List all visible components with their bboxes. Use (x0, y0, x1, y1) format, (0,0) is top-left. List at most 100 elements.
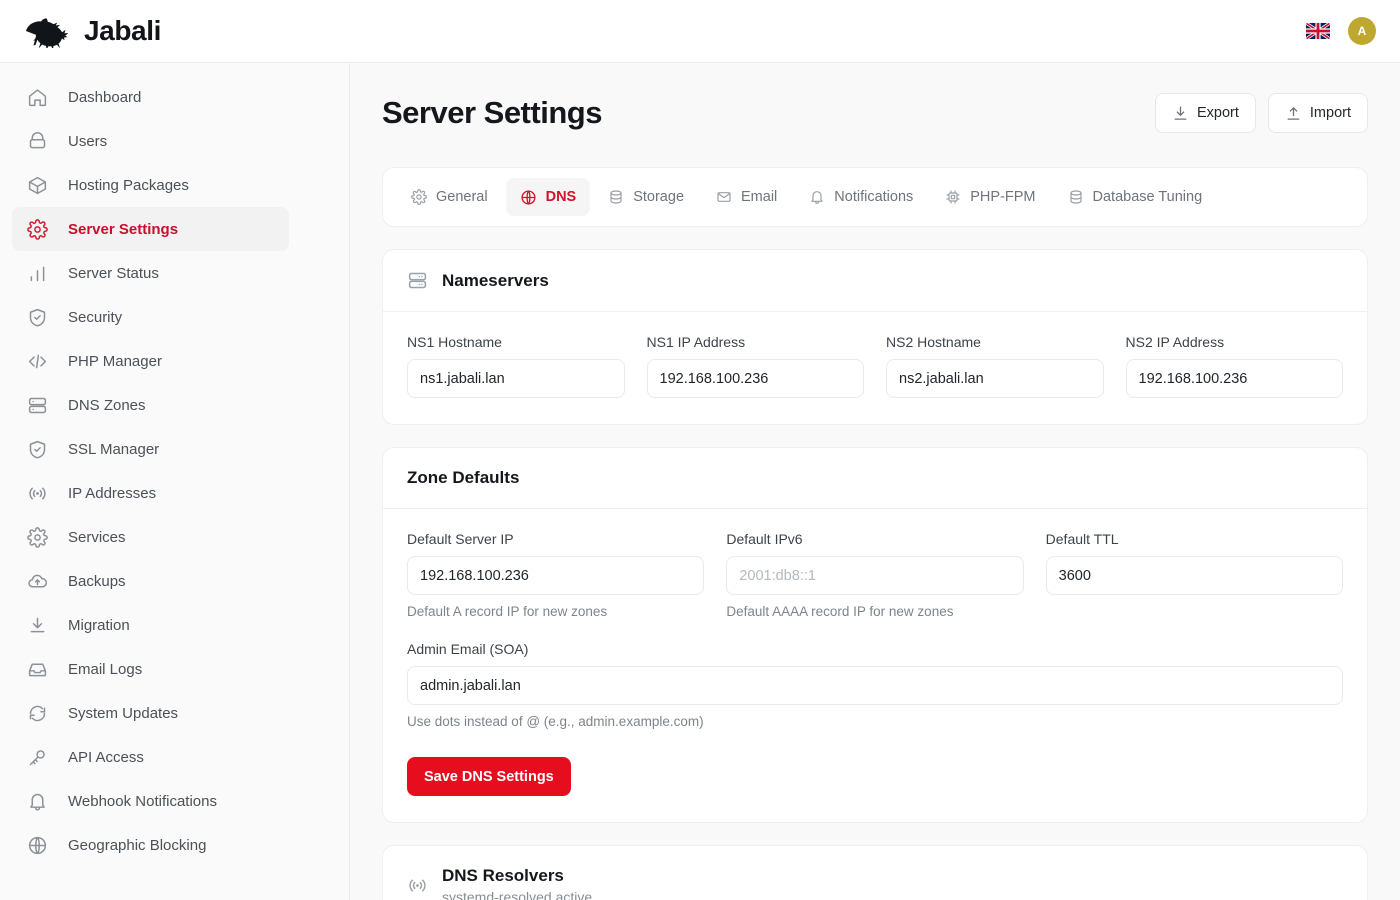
sidebar-item-label: PHP Manager (68, 352, 162, 370)
gear-icon (26, 218, 48, 240)
default-ipv6-input[interactable] (726, 556, 1024, 595)
sidebar-item-system-updates[interactable]: System Updates (12, 691, 289, 735)
default-server-ip-input[interactable] (407, 556, 705, 595)
nameservers-panel-body: NS1 Hostname NS1 IP Address NS2 Hostname (383, 312, 1367, 424)
field-label: NS1 Hostname (407, 334, 502, 350)
field-label: Default Server IP (407, 531, 514, 547)
field-hint: Default AAAA record IP for new zones (726, 604, 954, 619)
sidebar-item-email-logs[interactable]: Email Logs (12, 647, 289, 691)
field-label: Default TTL (1045, 531, 1119, 547)
zone-defaults-title: Zone Defaults (407, 468, 520, 487)
sidebar-item-users[interactable]: Users (12, 119, 289, 163)
field-label: NS2 Hostname (886, 334, 981, 350)
sidebar-item-ssl-manager[interactable]: SSL Manager (12, 427, 289, 471)
sidebar-item-hosting-packages[interactable]: Hosting Packages (12, 163, 289, 207)
sidebar-item-migration[interactable]: Migration (12, 603, 289, 647)
sidebar-item-label: Geographic Blocking (68, 836, 207, 854)
ns1-hostname-input[interactable] (407, 359, 625, 398)
sidebar-item-label: Services (68, 528, 126, 546)
brand-name: Jabali (84, 15, 161, 46)
dns-resolvers-titles: DNS Resolvers systemd-resolved active (442, 866, 592, 900)
import-button[interactable]: Import (1267, 93, 1368, 133)
bell-icon (26, 790, 48, 812)
box-icon (26, 174, 48, 196)
sidebar-item-label: Webhook Notifications (68, 792, 217, 810)
shield-check-icon (26, 306, 48, 328)
sidebar-item-geographic-blocking[interactable]: Geographic Blocking (12, 823, 289, 867)
boar-logo (26, 18, 69, 48)
zone-defaults-panel-header: Zone Defaults (383, 448, 1367, 509)
server-stack-icon (26, 394, 48, 416)
sidebar-item-webhook-notifications[interactable]: Webhook Notifications (12, 779, 289, 823)
sidebar-item-label: SSL Manager (68, 440, 160, 458)
field-hint: Default A record IP for new zones (407, 604, 608, 619)
sidebar-item-label: Users (68, 132, 108, 150)
tab-label: PHP-FPM (970, 189, 1036, 205)
gear-icon (411, 189, 427, 205)
database-icon (608, 189, 624, 205)
tab-label: General (436, 189, 488, 205)
save-dns-settings-button[interactable]: Save DNS Settings (407, 757, 571, 796)
inbox-icon (26, 658, 48, 680)
sidebar-item-services[interactable]: Services (12, 515, 289, 559)
globe-icon (520, 189, 537, 206)
sidebar-item-label: Server Status (68, 264, 159, 282)
mail-icon (716, 189, 732, 205)
field-admin-email: Admin Email (SOA) Use dots instead of @ … (407, 641, 1343, 729)
tab-label: Storage (633, 189, 685, 205)
tab-database-tuning[interactable]: Database Tuning (1054, 178, 1217, 216)
tab-label: Email (741, 189, 778, 205)
nameservers-title: Nameservers (442, 270, 549, 290)
tab-notifications[interactable]: Notifications (795, 178, 927, 216)
sidebar-item-api-access[interactable]: API Access (12, 735, 289, 779)
sidebar-item-dashboard[interactable]: Dashboard (12, 75, 289, 119)
field-ns1-hostname: NS1 Hostname (407, 334, 625, 398)
sidebar-item-php-manager[interactable]: PHP Manager (12, 339, 289, 383)
page-actions: Export Import (1154, 93, 1368, 133)
sidebar-item-label: Dashboard (68, 88, 142, 106)
sidebar-item-label: Server Settings (68, 220, 179, 238)
sidebar-item-server-settings[interactable]: Server Settings (12, 207, 289, 251)
tab-dns[interactable]: DNS (505, 178, 591, 216)
nameservers-fields: NS1 Hostname NS1 IP Address NS2 Hostname (407, 334, 1343, 398)
nameservers-panel-header: Nameservers (383, 250, 1367, 312)
export-button[interactable]: Export (1154, 93, 1256, 133)
tab-php-fpm[interactable]: PHP-FPM (931, 178, 1049, 216)
body-layout: Dashboard Users Hosting Packages Server … (0, 63, 1400, 900)
dns-resolvers-panel: DNS Resolvers systemd-resolved active (382, 845, 1368, 900)
export-label: Export (1196, 105, 1239, 121)
field-default-server-ip: Default Server IP Default A record IP fo… (407, 531, 705, 619)
sidebar-item-dns-zones[interactable]: DNS Zones (12, 383, 289, 427)
sidebar-item-security[interactable]: Security (12, 295, 289, 339)
field-ns2-ip: NS2 IP Address (1125, 334, 1343, 398)
avatar[interactable]: A (1348, 17, 1376, 45)
tab-label: Notifications (834, 189, 914, 205)
uk-flag-icon[interactable] (1306, 23, 1330, 39)
tab-email[interactable]: Email (702, 178, 791, 216)
tab-general[interactable]: General (397, 178, 502, 216)
admin-email-input[interactable] (407, 666, 1343, 705)
field-label: Admin Email (SOA) (407, 641, 529, 657)
sidebar-item-label: API Access (68, 748, 144, 766)
sidebar-item-ip-addresses[interactable]: IP Addresses (12, 471, 289, 515)
ns1-ip-input[interactable] (646, 359, 864, 398)
field-hint: Use dots instead of @ (e.g., admin.examp… (407, 714, 704, 729)
tab-storage[interactable]: Storage (594, 178, 698, 216)
default-ttl-input[interactable] (1045, 556, 1343, 595)
upload-icon (1285, 105, 1302, 122)
dns-resolvers-subtitle: systemd-resolved active (442, 889, 593, 900)
ns2-ip-input[interactable] (1125, 359, 1343, 398)
database-icon (1068, 189, 1084, 205)
sidebar-item-backups[interactable]: Backups (12, 559, 289, 603)
page-header: Server Settings Export Import (382, 93, 1368, 133)
shield-check-icon (26, 438, 48, 460)
gear-icon (26, 526, 48, 548)
zone-defaults-panel-body: Default Server IP Default A record IP fo… (383, 509, 1367, 822)
code-icon (26, 350, 48, 372)
sidebar-item-label: Email Logs (68, 660, 143, 678)
page-title: Server Settings (382, 95, 602, 130)
brand[interactable]: Jabali (22, 14, 161, 48)
sidebar-item-server-status[interactable]: Server Status (12, 251, 289, 295)
ns2-hostname-input[interactable] (886, 359, 1104, 398)
